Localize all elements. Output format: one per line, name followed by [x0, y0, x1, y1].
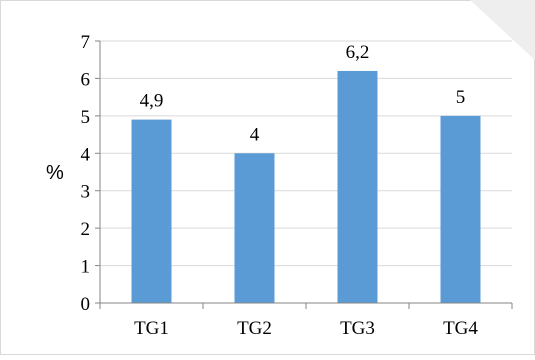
- y-tick-label: 0: [81, 294, 91, 315]
- bar-tg2: [234, 153, 275, 303]
- data-label: 4,9: [140, 91, 164, 112]
- data-labels: 4,9 4 6,2 5: [140, 42, 466, 145]
- y-tick-label: 4: [81, 144, 91, 165]
- y-axis-label: %: [46, 162, 64, 184]
- y-tick-label: 6: [81, 69, 91, 90]
- axes: [95, 40, 513, 309]
- y-tick-label: 5: [81, 107, 91, 128]
- y-tick-label: 3: [81, 182, 91, 203]
- x-tick-label: TG3: [340, 318, 375, 339]
- data-label: 5: [456, 87, 466, 108]
- y-tick-label: 2: [81, 219, 91, 240]
- bars: [131, 70, 481, 303]
- x-tick-label: TG1: [134, 318, 169, 339]
- data-label: 4: [250, 124, 260, 145]
- bar-tg1: [131, 119, 172, 303]
- y-tick-label: 7: [81, 32, 91, 53]
- x-tick-labels: TG1 TG2 TG3 TG4: [134, 318, 478, 339]
- bar-tg4: [440, 115, 481, 303]
- x-tick-label: TG2: [237, 318, 272, 339]
- bar-tg3: [337, 70, 378, 303]
- y-tick-labels: 0 1 2 3 4 5 6 7: [81, 32, 91, 315]
- x-tick-label: TG4: [443, 318, 478, 339]
- y-tick-label: 1: [81, 257, 91, 278]
- data-label: 6,2: [346, 42, 370, 63]
- corner-decoration: [470, 0, 535, 60]
